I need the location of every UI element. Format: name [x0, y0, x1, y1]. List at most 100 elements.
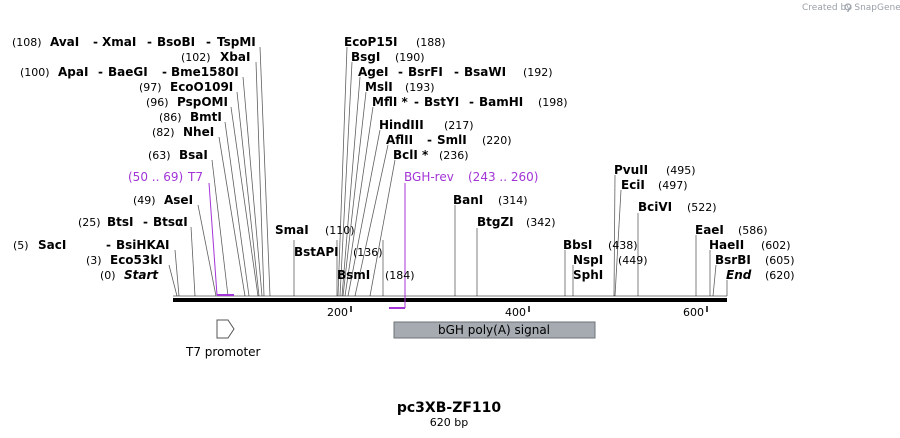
site-hindiii[interactable]: HindIII [379, 118, 424, 132]
site-smai[interactable]: SmaI [275, 223, 309, 237]
site-eaei[interactable]: EaeI [695, 223, 724, 237]
site-aflii-pos: (220) [482, 134, 512, 147]
site-pspomi[interactable]: PspOMI [177, 95, 228, 109]
site-baegi[interactable]: BaeGI [108, 65, 148, 79]
sequence-backbone [173, 298, 727, 302]
site-bbsi[interactable]: BbsI [563, 238, 592, 252]
site-bme1580i[interactable]: Bme1580I [171, 65, 239, 79]
primer-t7-range: (50 .. 69) [128, 170, 183, 184]
leader-line-aflii [354, 144, 389, 297]
site-dash: - [414, 95, 419, 109]
site-pspomi-pos: (96) [146, 96, 169, 109]
site-ecii[interactable]: EciI [621, 178, 645, 192]
site-agei-pos: (192) [523, 66, 553, 79]
site-dash: - [427, 133, 432, 147]
site-xbai[interactable]: XbaI [220, 50, 250, 64]
site-bsai-pos: (63) [148, 149, 171, 162]
site-nhei[interactable]: NheI [183, 125, 214, 139]
site-agei[interactable]: AgeI [358, 65, 388, 79]
construct-title: pc3XB-ZF110 [397, 400, 502, 416]
site-bsmi[interactable]: BsmI [337, 268, 370, 282]
site-mfli[interactable]: MflI * [372, 95, 408, 109]
site-xmai[interactable]: XmaI [102, 35, 136, 49]
site-nspi[interactable]: NspI [573, 253, 603, 267]
site-eco53ki-pos: (3) [86, 254, 102, 267]
primer-t7-leader [208, 182, 218, 296]
end-pos: (620) [765, 269, 795, 282]
site-haeii-pos: (602) [761, 239, 791, 252]
site-dash: - [147, 35, 152, 49]
site-dash: - [469, 95, 474, 109]
site-dash: - [143, 215, 148, 229]
leader-line-bsai [211, 159, 229, 297]
site-dash: - [398, 65, 403, 79]
site-bsihkai[interactable]: BsiHKAI [116, 238, 170, 252]
leader-line-apai [242, 76, 263, 297]
feature-bgh-polya-box[interactable] [393, 321, 596, 339]
site-ecoo109i-pos: (97) [139, 81, 162, 94]
site-msli[interactable]: MslI [365, 80, 393, 94]
leader-line-saci [174, 249, 180, 297]
snapgene-logo-icon [844, 3, 852, 11]
primer-t7-label[interactable]: T7 [187, 170, 203, 184]
site-btsi[interactable]: BtsI [107, 215, 134, 229]
site-ecop15i[interactable]: EcoP15I [344, 35, 398, 49]
site-bani[interactable]: BanI [453, 193, 483, 207]
leader-line-avai [259, 46, 271, 297]
leader-line-msli [342, 91, 367, 297]
site-bcli[interactable]: BclI * [393, 148, 429, 162]
site-asei[interactable]: AseI [164, 193, 193, 207]
site-bsai[interactable]: BsaI [179, 148, 208, 162]
site-pvuii[interactable]: PvuII [614, 163, 648, 177]
site-tspmi[interactable]: TspMI [217, 35, 256, 49]
site-apai-pos: (100) [20, 66, 50, 79]
ruler-label-200: 200 [327, 306, 348, 319]
site-sphi[interactable]: SphI [573, 268, 603, 282]
site-bsawi[interactable]: BsaWI [464, 65, 506, 79]
site-xbai-pos: (102) [181, 51, 211, 64]
site-avai[interactable]: AvaI [50, 35, 79, 49]
site-apai[interactable]: ApaI [58, 65, 88, 79]
site-eco53ki[interactable]: Eco53kI [110, 253, 163, 267]
site-ecoo109i[interactable]: EcoO109I [170, 80, 233, 94]
site-aflii[interactable]: AflII [386, 133, 413, 147]
site-avai-pos: (108) [12, 36, 42, 49]
feature-t7-promoter-label: T7 promoter [185, 345, 261, 359]
leader-line-bmti [224, 121, 250, 297]
site-bcivi[interactable]: BciVI [638, 200, 672, 214]
site-bsrbi-pos: (605) [765, 254, 795, 267]
site-bstapi[interactable]: BstAPI [294, 245, 339, 259]
leader-line-bsrbi [712, 264, 717, 297]
primer-bgh-rev-label[interactable]: BGH-rev [404, 170, 454, 184]
t7-promoter-arrow-icon[interactable] [216, 319, 235, 339]
leader-line-mfli [344, 106, 374, 297]
site-saci[interactable]: SacI [38, 238, 66, 252]
site-nhei-pos: (82) [152, 126, 175, 139]
site-bsrfi[interactable]: BsrFI [408, 65, 443, 79]
site-bamhi[interactable]: BamHI [479, 95, 523, 109]
site-smli[interactable]: SmlI [437, 133, 467, 147]
site-bstyi[interactable]: BstYI [424, 95, 459, 109]
site-bsobi[interactable]: BsoBI [157, 35, 195, 49]
leader-lines [168, 46, 728, 297]
sequence-end: End [726, 268, 752, 282]
start-pos: (0) [100, 269, 116, 282]
leader-line-bcli [369, 159, 396, 297]
site-saci-pos: (5) [13, 239, 29, 252]
leader-line-xbai [255, 61, 265, 297]
site-dash: - [206, 35, 211, 49]
leader-line-bsgi [339, 61, 353, 297]
site-btsai[interactable]: BtsαI [153, 215, 188, 229]
site-bmti[interactable]: BmtI [190, 110, 222, 124]
site-dash: - [454, 65, 459, 79]
site-btgzi[interactable]: BtgZI [477, 215, 514, 229]
site-pvuii-pos: (495) [666, 164, 696, 177]
site-bsgi[interactable]: BsgI [351, 50, 380, 64]
site-eaei-pos: (586) [738, 224, 768, 237]
site-dash: - [98, 65, 103, 79]
site-bsrbi[interactable]: BsrBI [715, 253, 751, 267]
ruler-label-400: 400 [505, 306, 526, 319]
site-haeii[interactable]: HaeII [709, 238, 744, 252]
